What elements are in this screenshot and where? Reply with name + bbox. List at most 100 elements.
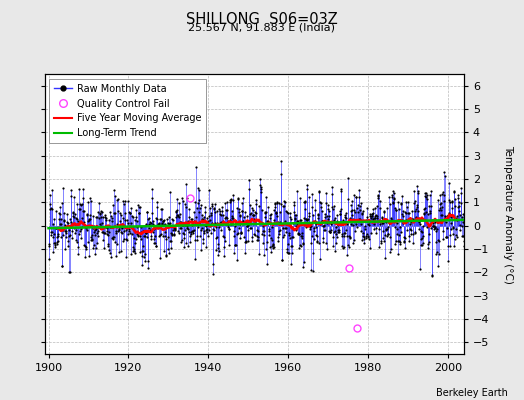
Point (220, 244, 228, 250)
Point (136, 249, 145, 255)
Point (67, 186, 75, 193)
Point (176, 225, 184, 232)
Point (252, 209, 260, 215)
Point (164, 220, 172, 226)
Point (452, 232, 460, 238)
Point (363, 205, 371, 212)
Point (372, 230, 380, 236)
Point (45, 256, 53, 262)
Point (331, 248, 340, 254)
Point (187, 228, 195, 235)
Point (335, 229, 344, 235)
Point (249, 212, 257, 218)
Point (208, 203, 216, 209)
Point (395, 206, 403, 212)
Point (244, 222, 253, 228)
Point (152, 199, 161, 205)
Point (428, 273, 436, 279)
Point (297, 217, 305, 223)
Point (163, 216, 171, 222)
Point (110, 234, 118, 240)
Point (287, 261, 295, 268)
Point (90, 222, 98, 229)
Point (339, 217, 347, 223)
Point (294, 218, 302, 224)
Point (211, 224, 220, 231)
Point (202, 244, 210, 250)
Point (212, 234, 221, 240)
Point (119, 201, 128, 208)
Point (336, 206, 345, 212)
Point (202, 223, 211, 229)
Point (69, 208, 78, 215)
Point (169, 223, 177, 230)
Point (343, 233, 351, 239)
Point (339, 219, 347, 225)
Point (370, 205, 379, 212)
Point (121, 210, 129, 216)
Point (118, 225, 127, 231)
Point (432, 228, 441, 234)
Point (247, 217, 255, 223)
Point (199, 240, 207, 246)
Point (463, 225, 471, 232)
Point (398, 208, 407, 214)
Point (134, 202, 142, 208)
Point (109, 236, 117, 242)
Point (235, 225, 243, 232)
Point (344, 196, 352, 202)
Point (59, 232, 67, 239)
Point (294, 231, 302, 237)
Point (108, 218, 117, 224)
Point (405, 210, 413, 216)
Point (351, 218, 359, 224)
Point (338, 243, 346, 249)
Point (161, 228, 169, 235)
Point (352, 220, 360, 227)
Point (144, 216, 152, 222)
Point (133, 218, 141, 224)
Point (114, 196, 122, 202)
Point (119, 198, 127, 204)
Point (354, 216, 363, 222)
Point (94, 228, 102, 234)
Point (197, 226, 205, 233)
Point (260, 252, 268, 258)
Point (343, 242, 352, 248)
Point (446, 243, 455, 250)
Point (137, 236, 146, 242)
Point (160, 220, 169, 227)
Point (287, 243, 295, 249)
Point (210, 208, 219, 215)
Point (307, 267, 315, 273)
Point (233, 230, 241, 237)
Point (386, 246, 395, 252)
Point (309, 212, 317, 218)
Point (84, 199, 92, 206)
Point (181, 240, 190, 246)
Point (332, 224, 341, 230)
Point (347, 198, 356, 204)
Point (110, 210, 118, 216)
Point (306, 226, 314, 232)
Point (323, 213, 332, 219)
Point (172, 208, 180, 214)
Point (99, 237, 107, 243)
Point (236, 213, 244, 219)
Point (422, 190, 430, 196)
Point (418, 242, 427, 248)
Point (147, 195, 156, 201)
Point (51, 242, 59, 248)
Point (401, 210, 410, 216)
Point (73, 239, 82, 246)
Point (455, 198, 463, 205)
Point (57, 221, 65, 227)
Point (121, 198, 129, 204)
Point (219, 212, 227, 218)
Point (358, 236, 366, 243)
Point (219, 232, 227, 239)
Point (370, 221, 378, 227)
Point (118, 238, 127, 244)
Point (97, 222, 105, 229)
Point (266, 215, 274, 221)
